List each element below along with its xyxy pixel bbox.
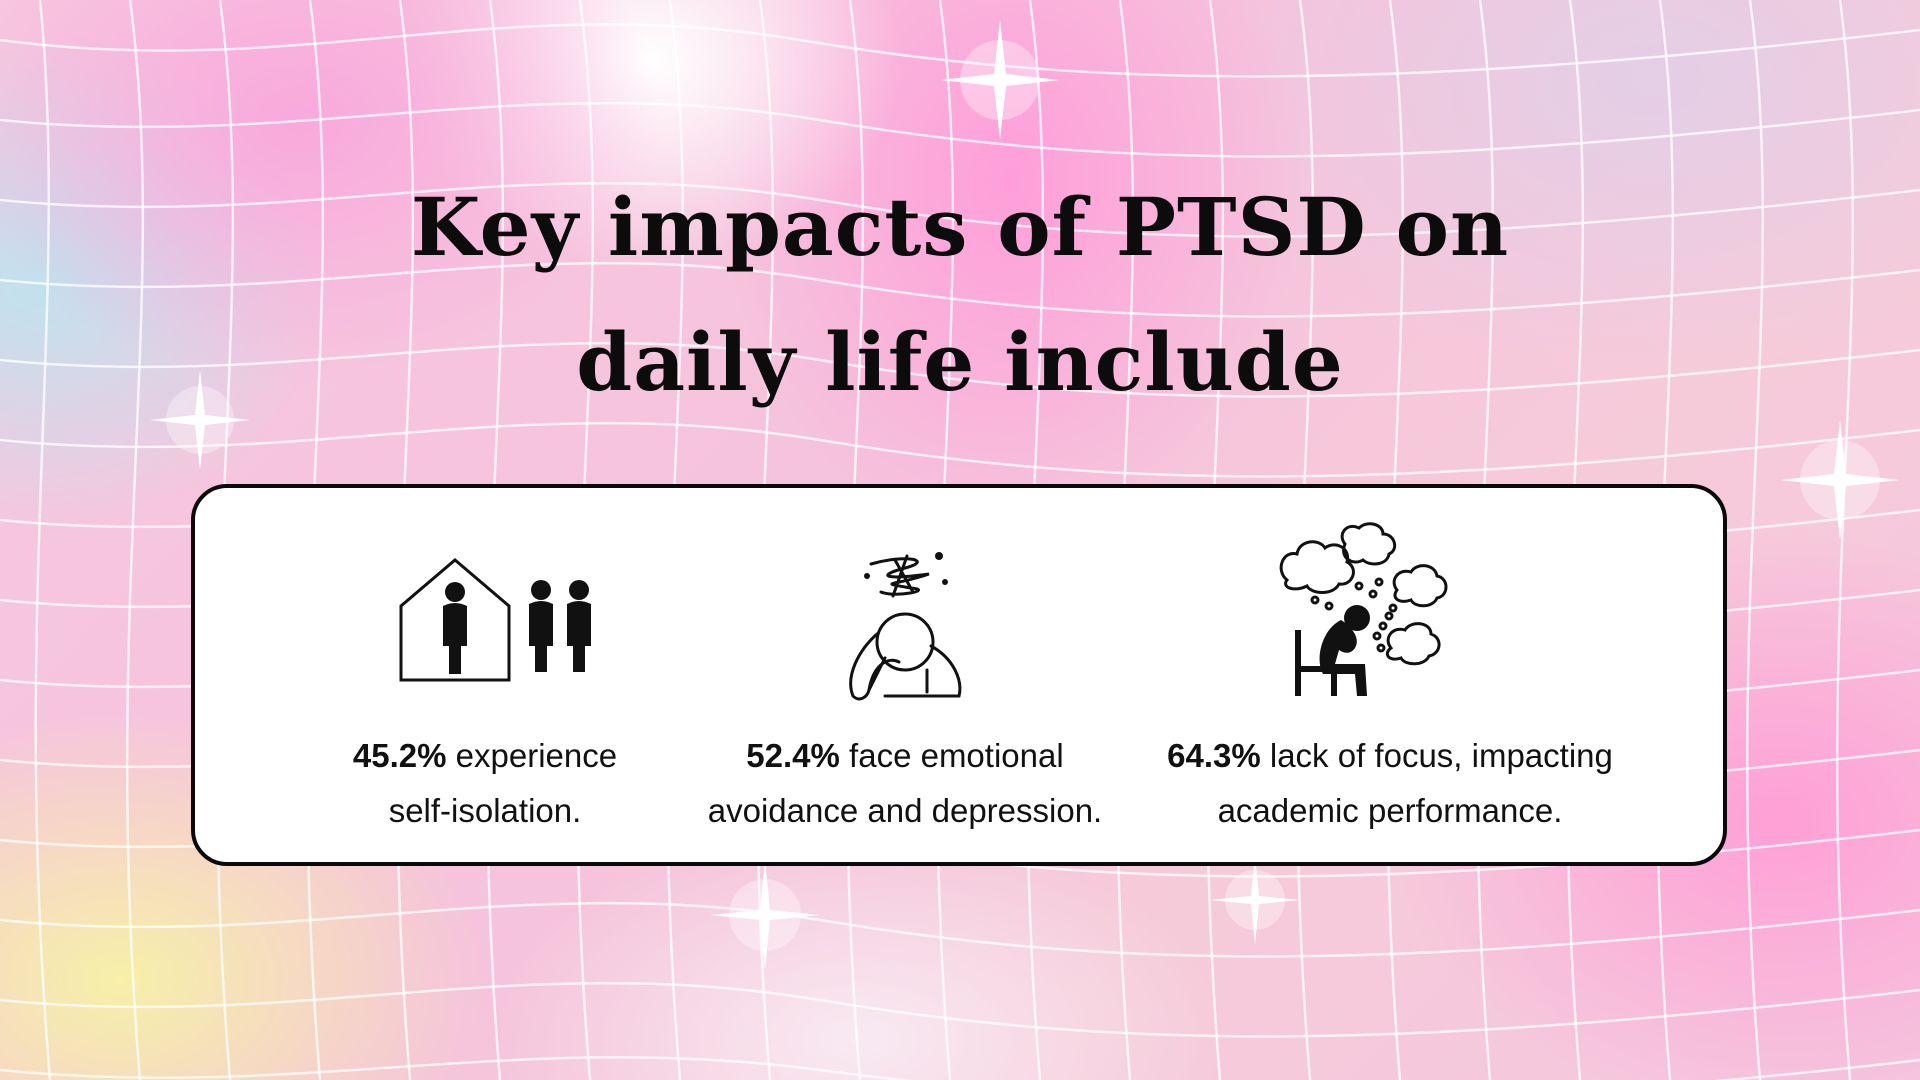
stat-item-lack-of-focus: 64.3% lack of focus, impacting academic … xyxy=(1145,488,1635,862)
stat-text-line-1: face emotional xyxy=(849,737,1064,774)
stat-caption: 64.3% lack of focus, impacting academic … xyxy=(1145,728,1635,838)
page-title: Key impacts of PTSD on daily life includ… xyxy=(0,160,1920,430)
stat-value: 64.3% xyxy=(1167,737,1261,774)
stat-value: 52.4% xyxy=(746,737,840,774)
stat-item-emotional-avoidance: 52.4% face emotional avoidance and depre… xyxy=(675,488,1135,862)
sparkle-icon xyxy=(940,20,1060,140)
sparkle-icon xyxy=(710,860,820,970)
stat-text-line-2: avoidance and depression. xyxy=(707,792,1103,829)
stat-item-self-isolation: 45.2% experience self-isolation. xyxy=(315,488,655,862)
sparkle-icon xyxy=(150,370,250,470)
stat-text-line-2: academic performance. xyxy=(1217,792,1563,829)
sparkle-icon xyxy=(1780,420,1900,540)
stats-card: 45.2% experience self-isolation. 52.4% f… xyxy=(191,484,1727,866)
isolated-person-house-icon xyxy=(399,558,591,682)
title-line-1: Key impacts of PTSD on xyxy=(410,180,1510,274)
stat-caption: 45.2% experience self-isolation. xyxy=(315,728,655,838)
stat-value: 45.2% xyxy=(352,737,447,774)
stat-text-line-1: experience xyxy=(455,737,618,774)
stat-caption: 52.4% face emotional avoidance and depre… xyxy=(675,728,1135,838)
overthinking-person-icon xyxy=(1279,522,1448,696)
sparkle-icon xyxy=(1210,855,1300,945)
stat-text-line-1: lack of focus, impacting xyxy=(1269,737,1613,774)
stat-text-line-2: self-isolation. xyxy=(388,792,582,829)
distressed-person-icon xyxy=(849,552,962,701)
title-line-2: daily life include xyxy=(576,315,1344,409)
